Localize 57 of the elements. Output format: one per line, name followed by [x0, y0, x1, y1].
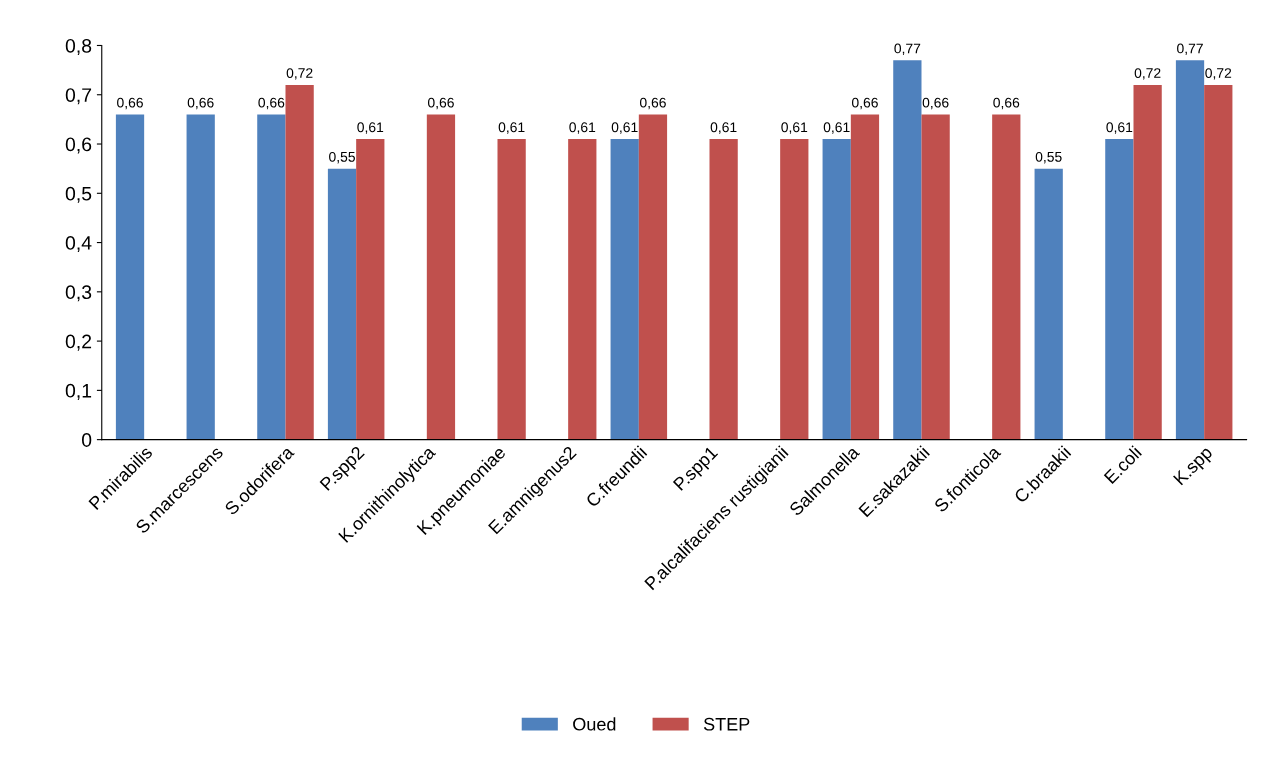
data-label: 0,72	[1205, 68, 1232, 80]
data-label: 0,61	[357, 122, 384, 134]
data-label: 0,61	[823, 122, 850, 134]
bar	[1204, 84, 1233, 440]
bar	[1133, 84, 1162, 440]
data-label: 0,61	[710, 122, 737, 134]
bar	[610, 139, 639, 440]
legend-label: Oued	[573, 717, 616, 731]
bar	[822, 139, 851, 440]
bar	[638, 114, 668, 440]
data-label: 0,61	[781, 122, 808, 134]
data-label: 0,55	[329, 151, 355, 164]
bar	[285, 84, 314, 440]
bar	[921, 114, 950, 440]
y-tick-label: 0,8	[65, 38, 92, 56]
y-tick-label: 0	[81, 433, 92, 447]
y-tick-label: 0,2	[65, 334, 92, 351]
data-label: 0,72	[1134, 68, 1161, 80]
data-label: 0,61	[1106, 122, 1133, 134]
bar	[568, 139, 597, 440]
y-tick-label: 0,1	[65, 383, 92, 400]
y-tick-label: 0,7	[65, 88, 92, 105]
legend-label: STEP	[703, 717, 750, 731]
data-label: 0,77	[894, 43, 921, 55]
bar	[992, 114, 1021, 440]
bar	[356, 139, 385, 440]
data-label: 0,77	[1177, 43, 1203, 55]
y-tick-label: 0,5	[65, 186, 92, 203]
y-tick-label: 0,3	[65, 285, 92, 302]
data-label: 0,72	[286, 68, 313, 80]
bar	[257, 114, 286, 440]
bar	[709, 139, 738, 440]
bar	[1105, 139, 1134, 440]
data-label: 0,61	[498, 122, 525, 134]
data-label: 0,66	[922, 97, 949, 110]
y-tick-label: 0,4	[65, 236, 92, 253]
data-label: 0,55	[1035, 151, 1062, 164]
data-label: 0,61	[611, 122, 638, 134]
bar	[327, 168, 357, 440]
data-label: 0,66	[187, 97, 214, 110]
bar	[426, 114, 456, 440]
data-label: 0,66	[258, 97, 285, 110]
data-label: 0,66	[117, 97, 143, 110]
data-label: 0,66	[639, 97, 666, 110]
bar	[780, 139, 809, 440]
data-label: 0,61	[569, 122, 596, 134]
bar	[1034, 168, 1063, 440]
data-label: 0,66	[427, 97, 454, 110]
bar	[850, 114, 880, 440]
bar	[893, 60, 922, 440]
bar	[1175, 60, 1205, 440]
bar	[115, 114, 145, 440]
bar	[186, 114, 215, 440]
bar	[497, 139, 526, 440]
data-label: 0,66	[993, 97, 1020, 110]
data-label: 0,66	[851, 97, 878, 110]
y-tick-label: 0,6	[65, 137, 92, 154]
